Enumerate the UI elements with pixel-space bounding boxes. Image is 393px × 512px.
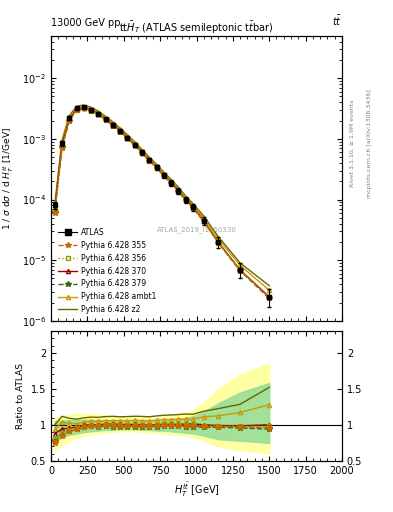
- Text: 13000 GeV pp: 13000 GeV pp: [51, 18, 121, 28]
- Y-axis label: 1 / $\sigma$ d$\sigma$ / d $H_T^{t\bar{t}}$ [1/GeV]: 1 / $\sigma$ d$\sigma$ / d $H_T^{t\bar{t…: [0, 127, 17, 230]
- Text: Rivet 3.1.10, ≥ 1.9M events: Rivet 3.1.10, ≥ 1.9M events: [350, 100, 355, 187]
- Text: mcplots.cern.ch [arXiv:1306.3436]: mcplots.cern.ch [arXiv:1306.3436]: [367, 89, 373, 198]
- Text: ATLAS_2019_I1750330: ATLAS_2019_I1750330: [156, 226, 237, 233]
- Legend: ATLAS, Pythia 6.428 355, Pythia 6.428 356, Pythia 6.428 370, Pythia 6.428 379, P: ATLAS, Pythia 6.428 355, Pythia 6.428 35…: [55, 225, 159, 317]
- Y-axis label: Ratio to ATLAS: Ratio to ATLAS: [16, 363, 25, 429]
- Title: tt$\bar{H}$$_T$ (ATLAS semileptonic t$\bar{t}$bar): tt$\bar{H}$$_T$ (ATLAS semileptonic t$\b…: [119, 19, 274, 36]
- X-axis label: $H_T^{t\bar{t}}$ [GeV]: $H_T^{t\bar{t}}$ [GeV]: [174, 481, 219, 499]
- Text: $t\bar{t}$: $t\bar{t}$: [332, 14, 342, 28]
